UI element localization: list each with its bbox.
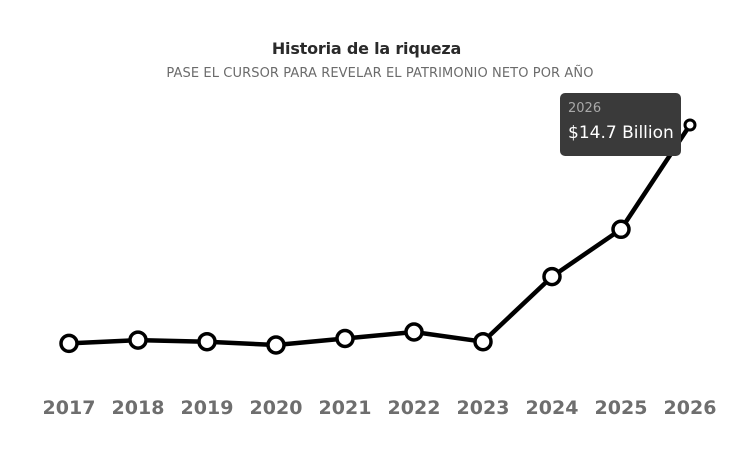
x-tick-label-2017: 2017 — [43, 397, 96, 419]
net-worth-series-line — [66, 122, 693, 348]
data-point-2018[interactable] — [128, 330, 148, 350]
data-point-2023[interactable] — [473, 331, 493, 352]
x-tick-label-2025: 2025 — [595, 397, 648, 419]
data-point-2021[interactable] — [335, 328, 355, 349]
x-tick-label-2026: 2026 — [664, 397, 717, 419]
point-layer[interactable] — [59, 118, 697, 355]
chart-subtitle: PASE EL CURSOR PARA REVELAR EL PATRIMONI… — [166, 66, 594, 81]
x-tick-label-2023: 2023 — [457, 397, 510, 419]
x-tick-label-2019: 2019 — [181, 397, 234, 419]
tooltip-value: $14.7 Billion — [568, 123, 674, 143]
data-point-2024[interactable] — [542, 266, 562, 287]
line-layer — [66, 122, 693, 348]
x-axis-labels: 2017 2018 2019 2020 2021 2022 2023 2024 2025 2026 — [43, 397, 717, 419]
data-point-2022[interactable] — [404, 322, 424, 342]
value-tooltip: 2026 $14.7 Billion — [560, 93, 681, 156]
x-tick-label-2024: 2024 — [526, 397, 579, 419]
data-point-2017[interactable] — [59, 333, 79, 354]
data-point-2025[interactable] — [611, 219, 631, 240]
x-tick-label-2021: 2021 — [319, 397, 372, 419]
data-point-2019[interactable] — [197, 331, 217, 352]
x-tick-label-2022: 2022 — [388, 397, 441, 419]
chart-title: Historia de la riqueza — [271, 39, 462, 58]
tooltip-year: 2026 — [568, 101, 602, 116]
data-point-2026[interactable] — [683, 118, 697, 132]
x-tick-label-2020: 2020 — [250, 397, 303, 419]
x-tick-label-2018: 2018 — [112, 397, 165, 419]
data-point-2020[interactable] — [266, 335, 286, 355]
